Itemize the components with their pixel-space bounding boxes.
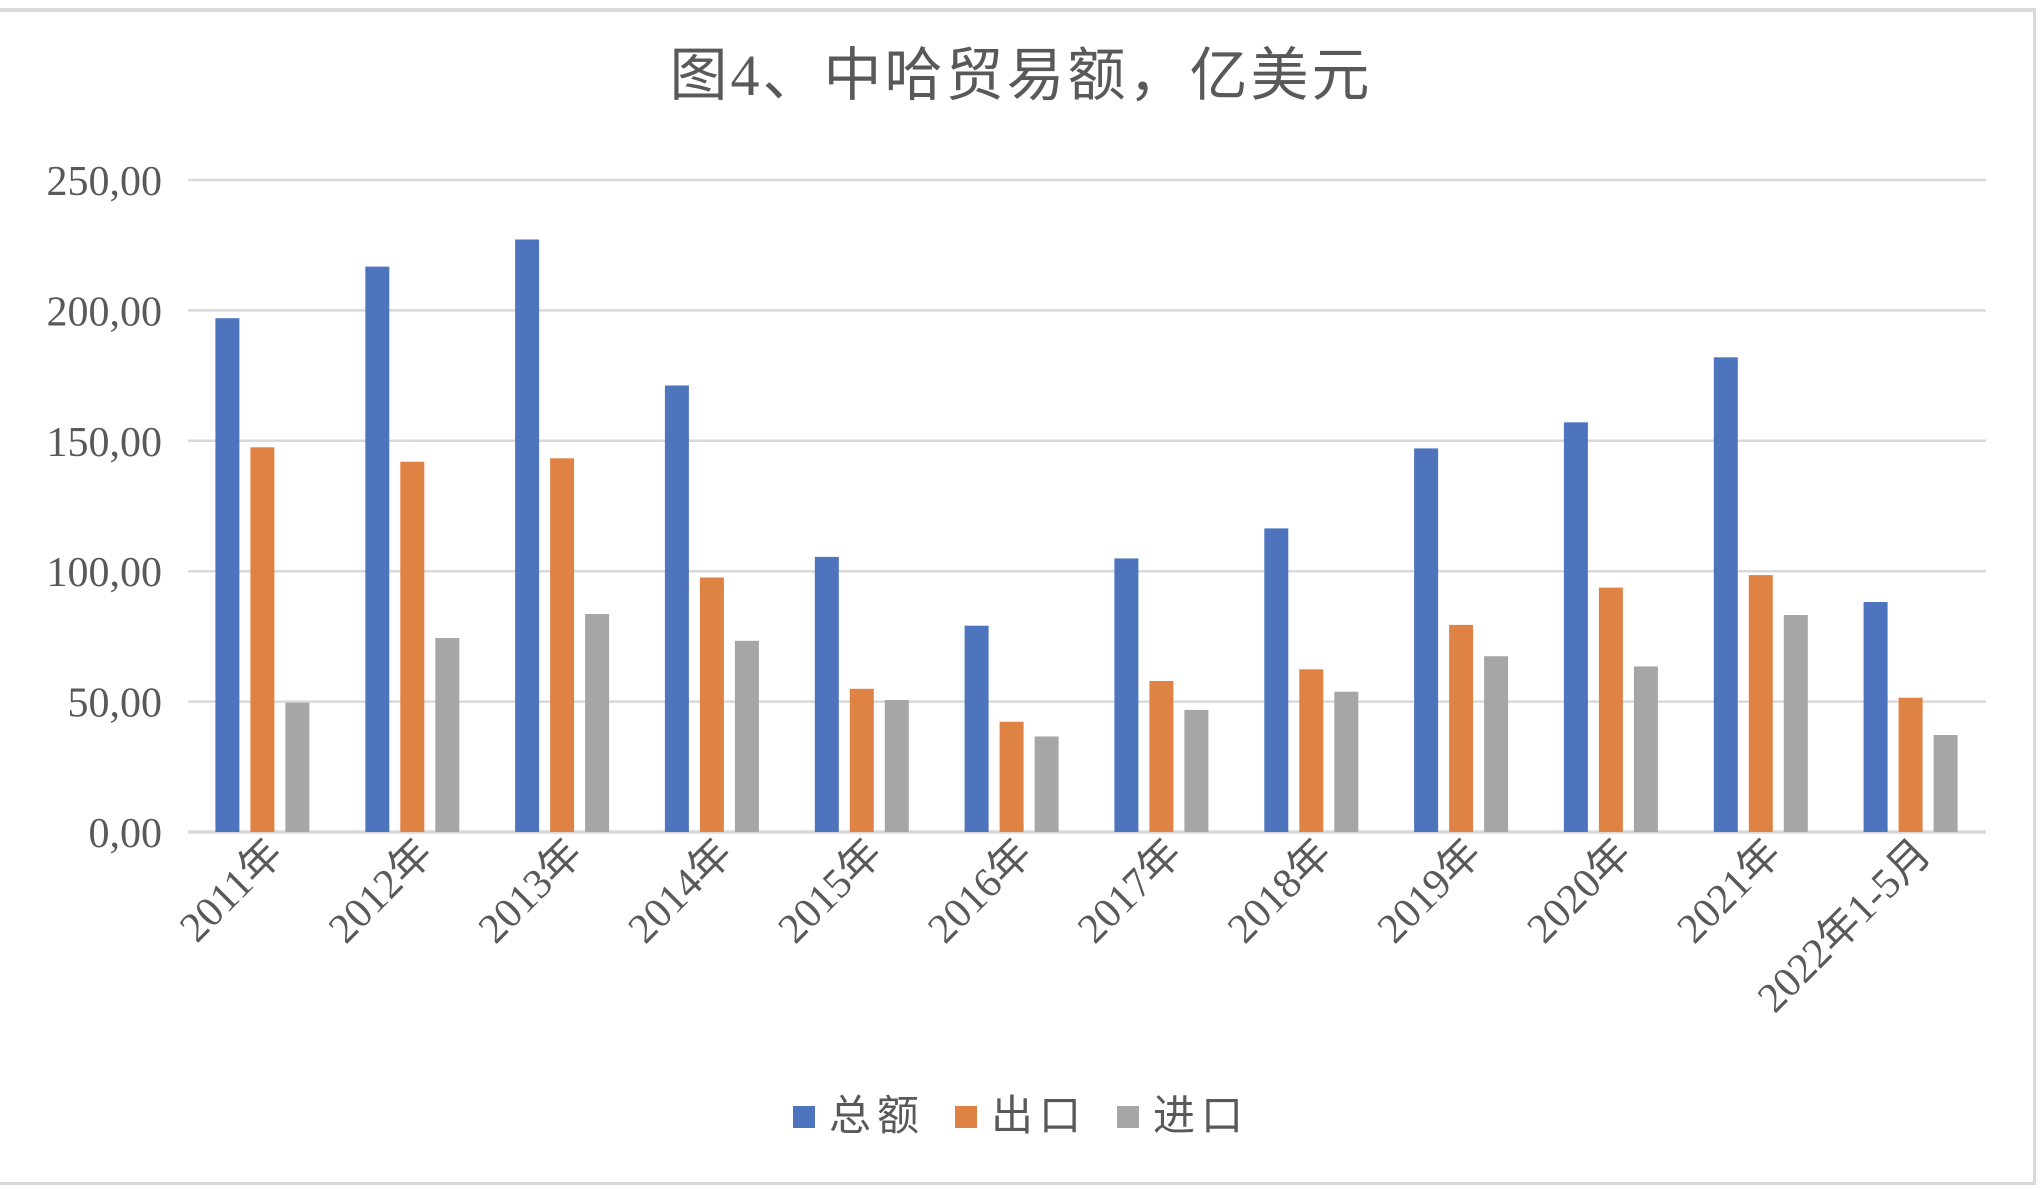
bar-总额-2013年 [515,239,540,832]
x-tick-label: 2011年 [171,830,292,951]
bar-出口-2014年 [699,577,724,832]
y-tick-label: 200,00 [47,289,163,335]
bar-总额-2018年 [1264,528,1289,832]
x-tick-label: 2017年 [1069,830,1191,952]
legend-label: 出口 [990,1094,1087,1140]
bar-出口-2018年 [1299,669,1324,832]
bar-出口-2017年 [1149,681,1174,832]
bar-进口-2018年 [1334,691,1359,832]
bar-出口-2015年 [849,688,874,832]
bar-进口-2015年 [884,700,909,832]
bar-出口-2016年 [999,721,1024,832]
legend-swatch-进口 [1117,1106,1139,1128]
legend: 总额 出口 进口 [0,1096,2042,1138]
legend-label: 进口 [1153,1094,1250,1140]
bar-出口-2021年 [1748,575,1773,832]
y-tick-label: 250,00 [47,159,163,205]
bar-总额-2014年 [664,385,689,832]
y-tick-label: 100,00 [47,550,163,596]
bar-进口-2013年 [585,614,610,832]
bar-总额-2012年 [365,266,390,833]
bar-进口-2011年 [285,702,310,832]
legend-label: 总额 [828,1094,925,1140]
bar-进口-2019年 [1484,656,1509,832]
bar-进口-2021年 [1783,615,1808,832]
bar-进口-2012年 [435,638,460,832]
bar-总额-2015年 [814,556,839,832]
bar-出口-2011年 [250,447,275,832]
bar-进口-2016年 [1034,736,1059,832]
bar-总额-2019年 [1414,448,1439,832]
bar-进口-2020年 [1633,666,1658,832]
x-tick-label: 2018年 [1219,830,1341,952]
bar-进口-2014年 [734,640,759,832]
x-tick-label: 2016年 [919,830,1041,952]
y-tick-label: 150,00 [47,420,163,466]
x-tick-label: 2015年 [769,830,891,952]
legend-swatch-总额 [792,1106,815,1128]
bar-总额-2022年1-5月 [1863,602,1888,832]
y-tick-label: 0,00 [89,811,163,857]
bar-出口-2020年 [1598,587,1623,832]
bar-进口-2022年1-5月 [1933,735,1958,832]
x-tick-label: 2012年 [320,830,442,952]
x-tick-label: 2020年 [1518,830,1640,952]
bar-总额-2016年 [964,625,989,832]
legend-item-进口: 进口 [1117,1096,1249,1138]
bar-出口-2022年1-5月 [1898,697,1923,832]
bar-进口-2017年 [1184,709,1209,832]
bar-总额-2020年 [1563,422,1588,832]
bar-出口-2012年 [400,461,425,832]
x-tick-label: 2013年 [469,830,591,952]
legend-item-总额: 总额 [792,1094,925,1140]
bar-出口-2019年 [1449,624,1474,832]
chart-title: 图4、中哈贸易额，亿美元 [669,43,1373,108]
bar-总额-2017年 [1114,558,1139,832]
bar-总额-2021年 [1713,357,1738,832]
legend-item-出口: 出口 [954,1094,1087,1140]
x-tick-label: 2019年 [1368,830,1490,952]
bar-出口-2013年 [550,458,575,832]
legend-swatch-出口 [954,1106,977,1128]
x-tick-label: 2021年 [1668,830,1790,952]
bar-总额-2011年 [215,318,240,832]
x-tick-label: 2014年 [619,830,741,952]
y-tick-label: 50,00 [68,681,163,727]
